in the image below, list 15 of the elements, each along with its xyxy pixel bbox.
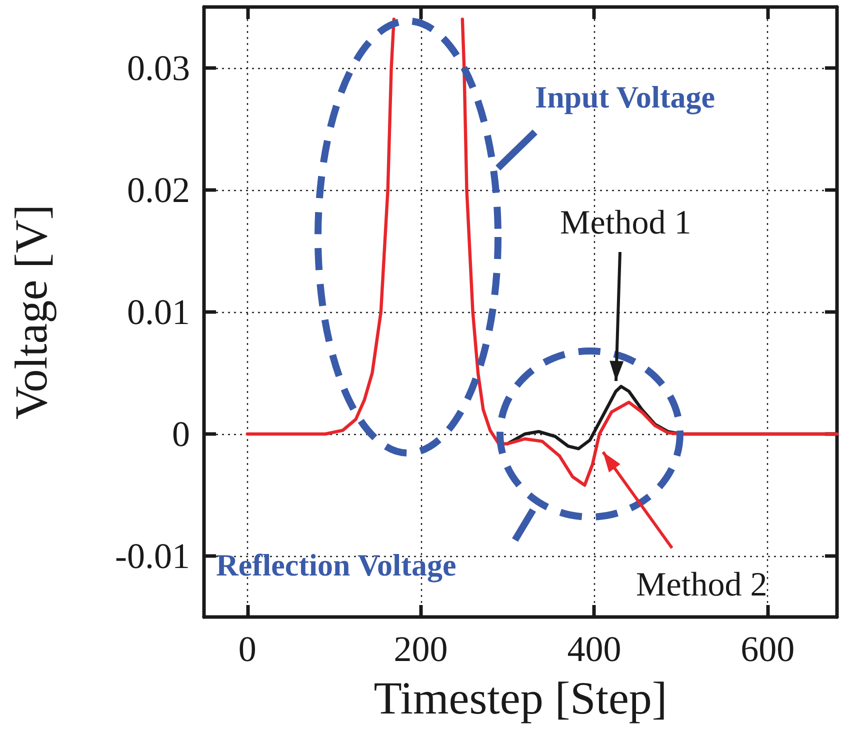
text: Method 2 [636,566,768,604]
annotation: Input Voltage [535,79,716,114]
text: Method 1 [560,204,692,242]
annotation: Reflection Voltage [216,547,456,582]
x-tick-label: 200 [394,629,448,669]
y-tick-label: 0.01 [127,292,190,332]
y-tick-label: 0 [172,414,190,454]
x-tick-label: 600 [740,629,795,669]
y-tick-label: 0.02 [127,170,190,210]
x-axis-title: Timestep [Step] [374,672,668,724]
y-tick-label: 0.03 [127,48,190,88]
y-tick-label: -0.01 [115,536,190,576]
x-tick-label: 400 [567,629,622,669]
y-axis-title: Voltage [V] [6,204,56,420]
x-tick-label: 0 [238,629,256,669]
